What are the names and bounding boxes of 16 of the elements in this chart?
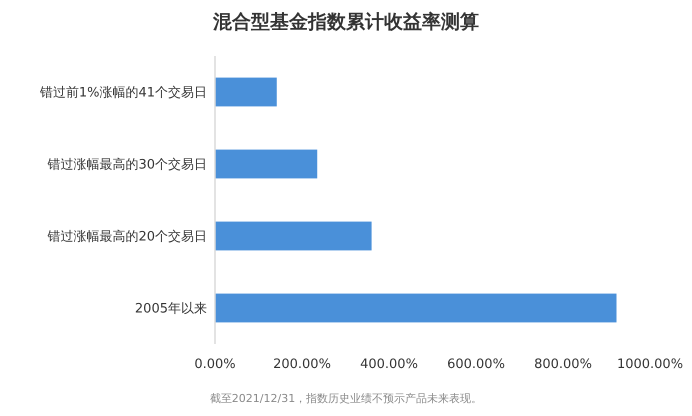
y-tick-label: 2005年以来 (134, 302, 207, 317)
x-tick-label: 600.00% (447, 357, 505, 372)
y-tick-label: 错过前1%涨幅的41个交易日 (38, 84, 207, 101)
x-tick-label: 800.00% (534, 357, 592, 372)
bar (215, 222, 372, 250)
x-tick-label: 1000.00% (616, 357, 684, 372)
chart-title: 混合型基金指数累计收益率测算 (212, 11, 479, 33)
text: 截至2021/12/31，指数历史业绩不预示产品未来表现。 (210, 392, 482, 405)
y-tick-label: 错过涨幅最高的30个交易日 (46, 156, 207, 173)
bar (215, 294, 617, 322)
bar (215, 78, 277, 106)
x-tick-label: 200.00% (273, 357, 331, 372)
x-tick-label: 400.00% (360, 357, 418, 372)
y-tick-label: 错过涨幅最高的20个交易日 (46, 228, 207, 245)
x-tick-label: 0.00% (194, 357, 236, 372)
bar (215, 150, 318, 178)
